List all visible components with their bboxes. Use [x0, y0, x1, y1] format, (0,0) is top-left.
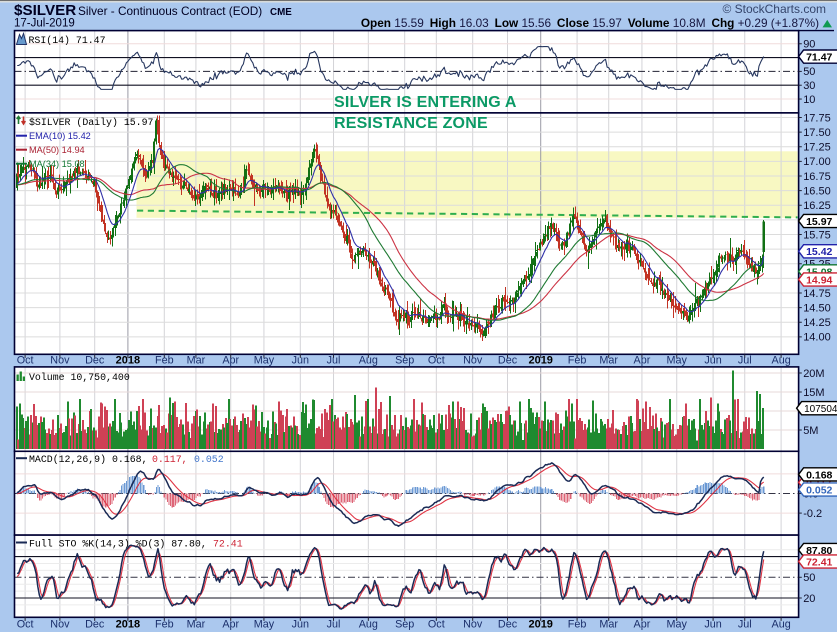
svg-text:May: May: [254, 354, 275, 366]
svg-text:72.41: 72.41: [213, 538, 243, 549]
svg-text:14.50: 14.50: [803, 302, 831, 314]
svg-text:17.25: 17.25: [803, 142, 831, 154]
svg-text:20: 20: [803, 593, 815, 605]
svg-text:Dec: Dec: [498, 618, 518, 630]
svg-text:0.168: 0.168: [806, 469, 832, 481]
svg-text:MA(34) 15.08: MA(34) 15.08: [29, 159, 85, 169]
svg-text:Silver - Continuous Contract (: Silver - Continuous Contract (EOD): [78, 4, 262, 18]
svg-text:90: 90: [803, 39, 815, 51]
svg-text:© StockCharts.com: © StockCharts.com: [722, 2, 826, 16]
svg-text:Sep: Sep: [395, 354, 414, 366]
svg-text:17.50: 17.50: [803, 127, 831, 139]
svg-text:Jun: Jun: [704, 354, 721, 366]
svg-text:14.94: 14.94: [806, 274, 832, 286]
svg-text:Mar: Mar: [599, 618, 618, 630]
svg-text:Apr: Apr: [222, 354, 239, 366]
svg-text:2018: 2018: [116, 619, 140, 631]
svg-text:15M: 15M: [803, 387, 824, 399]
svg-text:Jul: Jul: [738, 618, 752, 630]
svg-text:Feb: Feb: [155, 354, 174, 366]
svg-text:Jul: Jul: [327, 618, 341, 630]
svg-text:Apr: Apr: [634, 618, 651, 630]
svg-text:17.75: 17.75: [803, 112, 831, 124]
svg-text:Aug: Aug: [359, 618, 378, 630]
svg-text:Oct: Oct: [428, 618, 445, 630]
svg-text:10: 10: [803, 94, 815, 106]
svg-text:Jun: Jun: [704, 618, 721, 630]
svg-text:Dec: Dec: [498, 354, 518, 366]
svg-text:Sep: Sep: [395, 618, 414, 630]
svg-text:0.052: 0.052: [194, 454, 224, 465]
svg-text:Oct: Oct: [17, 354, 34, 366]
svg-text:Feb: Feb: [568, 354, 587, 366]
svg-text:2018: 2018: [116, 355, 140, 367]
svg-text:2019: 2019: [528, 619, 552, 631]
svg-text:May: May: [254, 618, 275, 630]
svg-text:Nov: Nov: [50, 618, 70, 630]
svg-text:16.25: 16.25: [803, 200, 831, 212]
svg-text:Aug: Aug: [359, 354, 378, 366]
svg-text:Mar: Mar: [187, 618, 206, 630]
svg-text:May: May: [667, 618, 688, 630]
svg-text:14.25: 14.25: [803, 317, 831, 329]
svg-text:17-Jul-2019: 17-Jul-2019: [14, 17, 75, 29]
svg-text:0.117,: 0.117,: [152, 454, 188, 465]
svg-text:2019: 2019: [528, 355, 552, 367]
svg-text:5M: 5M: [803, 425, 818, 437]
svg-text:15.97: 15.97: [806, 216, 832, 228]
svg-text:71.47: 71.47: [806, 51, 832, 63]
svg-text:$SILVER: $SILVER: [14, 2, 76, 19]
svg-text:EMA(10) 15.42: EMA(10) 15.42: [29, 131, 91, 141]
svg-text:15.75: 15.75: [803, 229, 831, 241]
svg-text:Full STO %K(14,3) %D(3) 87.80,: Full STO %K(14,3) %D(3) 87.80,: [29, 538, 207, 549]
svg-text:Nov: Nov: [463, 618, 483, 630]
svg-text:10750400: 10750400: [804, 404, 837, 415]
svg-text:Mar: Mar: [599, 354, 618, 366]
svg-text:Feb: Feb: [568, 618, 587, 630]
svg-text:Aug: Aug: [772, 354, 791, 366]
svg-text:Volume 10,750,400: Volume 10,750,400: [29, 372, 130, 383]
svg-text:20M: 20M: [803, 368, 824, 380]
svg-text:Mar: Mar: [187, 354, 206, 366]
svg-text:Jun: Jun: [292, 618, 309, 630]
svg-text:Dec: Dec: [85, 618, 105, 630]
svg-text:15.42: 15.42: [806, 246, 832, 258]
svg-text:RSI(14) 71.47: RSI(14) 71.47: [29, 35, 106, 46]
svg-text:16.50: 16.50: [803, 185, 831, 197]
svg-text:87.80: 87.80: [806, 545, 832, 557]
svg-text:50: 50: [803, 66, 815, 78]
svg-text:SILVER IS ENTERING A: SILVER IS ENTERING A: [334, 94, 517, 111]
svg-text:CME: CME: [270, 7, 292, 18]
svg-text:16.75: 16.75: [803, 171, 831, 183]
svg-text:30: 30: [803, 80, 815, 92]
svg-text:Jul: Jul: [738, 354, 752, 366]
svg-text:50: 50: [803, 572, 815, 584]
svg-text:MACD(12,26,9) 0.168,: MACD(12,26,9) 0.168,: [29, 454, 148, 465]
svg-text:Nov: Nov: [463, 354, 483, 366]
svg-text:17.00: 17.00: [803, 156, 831, 168]
svg-text:Nov: Nov: [50, 354, 70, 366]
svg-text:$SILVER (Daily) 15.97: $SILVER (Daily) 15.97: [29, 117, 154, 128]
svg-text:Apr: Apr: [634, 354, 651, 366]
svg-text:Apr: Apr: [222, 618, 239, 630]
svg-text:72.41: 72.41: [806, 556, 832, 568]
svg-text:Open 15.59 High 16.03 Low 15.5: Open 15.59 High 16.03 Low 15.56 Close 15…: [361, 16, 819, 30]
svg-text:Dec: Dec: [85, 354, 105, 366]
svg-text:Jun: Jun: [292, 354, 309, 366]
svg-text:-0.2: -0.2: [803, 508, 822, 520]
svg-text:MA(50) 14.94: MA(50) 14.94: [29, 145, 85, 155]
svg-text:RESISTANCE ZONE: RESISTANCE ZONE: [334, 115, 488, 132]
svg-text:Jul: Jul: [327, 354, 341, 366]
svg-text:0.052: 0.052: [806, 484, 832, 496]
svg-text:14.00: 14.00: [803, 332, 831, 344]
svg-text:Oct: Oct: [17, 618, 34, 630]
svg-text:May: May: [667, 354, 688, 366]
svg-text:14.75: 14.75: [803, 288, 831, 300]
svg-text:Feb: Feb: [155, 618, 174, 630]
svg-text:Oct: Oct: [428, 354, 445, 366]
svg-text:Aug: Aug: [772, 618, 791, 630]
